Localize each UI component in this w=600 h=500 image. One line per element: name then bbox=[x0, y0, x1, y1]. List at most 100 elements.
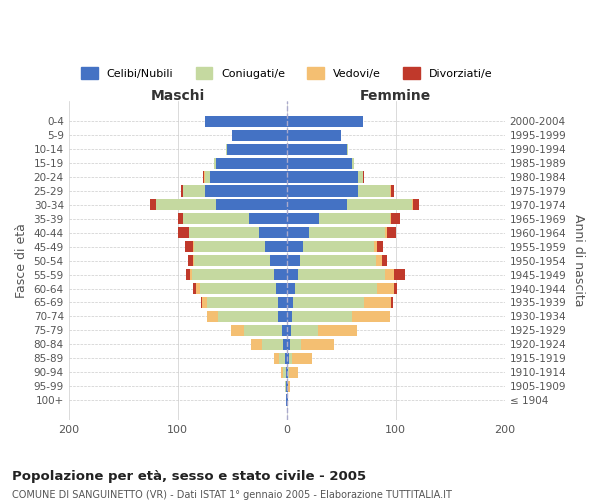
Bar bbox=[287, 130, 341, 141]
Bar bbox=[287, 241, 303, 252]
Bar bbox=[211, 172, 287, 182]
Bar bbox=[376, 255, 382, 266]
Bar bbox=[287, 338, 290, 350]
Bar bbox=[188, 227, 259, 238]
Bar bbox=[385, 227, 387, 238]
Bar bbox=[156, 200, 216, 210]
Bar bbox=[192, 269, 274, 280]
Bar bbox=[287, 352, 289, 364]
Legend: Celibi/Nubili, Coniugati/e, Vedovi/e, Divorziati/e: Celibi/Nubili, Coniugati/e, Vedovi/e, Di… bbox=[77, 63, 497, 84]
Bar bbox=[352, 158, 355, 168]
Bar bbox=[287, 311, 292, 322]
Bar bbox=[289, 352, 292, 364]
Bar bbox=[288, 366, 289, 378]
Bar bbox=[382, 255, 387, 266]
Text: COMUNE DI SANGUINETTO (VR) - Dati ISTAT 1° gennaio 2005 - Elaborazione TUTTITALI: COMUNE DI SANGUINETTO (VR) - Dati ISTAT … bbox=[12, 490, 452, 500]
Bar bbox=[292, 352, 312, 364]
Bar bbox=[287, 325, 291, 336]
Bar bbox=[271, 255, 287, 266]
Bar bbox=[227, 144, 287, 154]
Bar bbox=[391, 186, 394, 196]
Bar bbox=[207, 311, 218, 322]
Bar bbox=[281, 366, 283, 378]
Bar bbox=[289, 366, 298, 378]
Bar bbox=[347, 144, 348, 154]
Bar bbox=[286, 394, 287, 406]
Bar bbox=[183, 186, 205, 196]
Bar bbox=[287, 394, 288, 406]
Bar bbox=[290, 338, 301, 350]
Bar bbox=[283, 338, 287, 350]
Bar bbox=[279, 352, 284, 364]
Bar bbox=[287, 172, 358, 182]
Bar bbox=[288, 380, 290, 392]
Bar bbox=[181, 186, 183, 196]
Bar bbox=[286, 380, 287, 392]
Bar bbox=[377, 241, 383, 252]
Bar bbox=[300, 255, 376, 266]
Bar bbox=[287, 269, 298, 280]
Bar bbox=[287, 283, 295, 294]
Bar bbox=[214, 158, 216, 168]
Bar bbox=[287, 255, 300, 266]
Bar bbox=[295, 283, 377, 294]
Bar bbox=[287, 214, 319, 224]
Bar bbox=[284, 352, 287, 364]
Bar bbox=[244, 325, 283, 336]
Y-axis label: Anni di nascita: Anni di nascita bbox=[572, 214, 585, 307]
Bar bbox=[385, 269, 394, 280]
Bar bbox=[183, 214, 248, 224]
Bar bbox=[374, 241, 377, 252]
Bar bbox=[286, 366, 287, 378]
Text: Maschi: Maschi bbox=[151, 89, 205, 103]
Bar bbox=[358, 172, 363, 182]
Bar bbox=[274, 352, 279, 364]
Bar bbox=[187, 269, 190, 280]
Bar bbox=[194, 241, 265, 252]
Bar bbox=[278, 311, 287, 322]
Bar bbox=[287, 227, 308, 238]
Bar bbox=[178, 214, 183, 224]
Bar bbox=[347, 200, 412, 210]
Bar bbox=[193, 255, 194, 266]
Bar bbox=[292, 311, 352, 322]
Bar bbox=[303, 241, 374, 252]
Bar bbox=[262, 338, 283, 350]
Bar bbox=[178, 227, 188, 238]
Bar bbox=[200, 283, 276, 294]
Bar bbox=[352, 311, 391, 322]
Bar bbox=[394, 283, 397, 294]
Bar bbox=[287, 297, 293, 308]
Bar bbox=[287, 116, 363, 127]
Bar bbox=[203, 172, 204, 182]
Bar bbox=[287, 380, 288, 392]
Bar bbox=[391, 214, 400, 224]
Bar bbox=[394, 269, 404, 280]
Bar bbox=[205, 172, 211, 182]
Bar bbox=[205, 186, 287, 196]
Bar bbox=[283, 325, 287, 336]
Bar bbox=[319, 325, 356, 336]
Bar bbox=[216, 200, 287, 210]
Bar bbox=[391, 297, 392, 308]
Bar bbox=[226, 144, 227, 154]
Bar bbox=[291, 325, 319, 336]
Bar bbox=[205, 116, 287, 127]
Bar bbox=[248, 214, 287, 224]
Bar bbox=[308, 227, 385, 238]
Bar bbox=[287, 200, 347, 210]
Bar bbox=[287, 158, 352, 168]
Bar bbox=[363, 172, 364, 182]
Bar bbox=[216, 158, 287, 168]
Bar bbox=[218, 311, 278, 322]
Bar bbox=[287, 366, 288, 378]
Bar bbox=[200, 297, 202, 308]
Bar bbox=[278, 297, 287, 308]
Bar bbox=[188, 255, 193, 266]
Bar bbox=[298, 269, 385, 280]
Bar bbox=[287, 144, 347, 154]
Bar bbox=[193, 241, 194, 252]
Bar bbox=[232, 130, 287, 141]
Bar bbox=[283, 366, 286, 378]
Bar bbox=[204, 172, 205, 182]
